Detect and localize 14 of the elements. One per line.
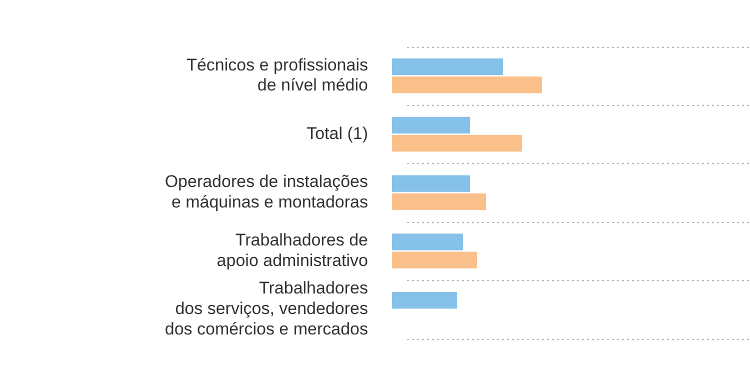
y-tick-label: Trabalhadores dos serviços, vendedores dos comércios e mercados xyxy=(164,278,368,338)
bar xyxy=(392,76,542,94)
bar xyxy=(392,175,470,192)
y-tick-label: Trabalhadores de apoio administrativo xyxy=(216,230,368,270)
y-tick-label: Operadores de instalações e máquinas e montadoras xyxy=(164,172,368,212)
bar xyxy=(392,134,522,152)
y-tick-label: Total (1) xyxy=(306,124,368,143)
bar xyxy=(392,292,457,309)
bar xyxy=(392,58,503,76)
bar xyxy=(392,234,463,250)
y-tick-label: Técnicos e profissionais de nível médio xyxy=(186,55,368,95)
bar xyxy=(392,193,486,210)
bar xyxy=(392,116,470,134)
bar xyxy=(392,252,478,268)
